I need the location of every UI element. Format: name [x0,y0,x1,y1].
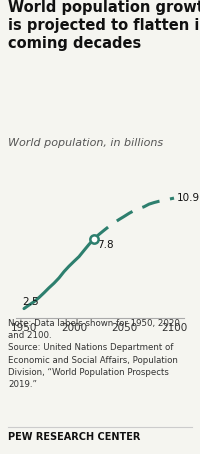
Text: 10.9: 10.9 [177,193,200,203]
Text: World population growth
is projected to flatten in
coming decades: World population growth is projected to … [8,0,200,51]
Text: PEW RESEARCH CENTER: PEW RESEARCH CENTER [8,432,140,442]
Text: World population, in billions: World population, in billions [8,138,163,148]
Text: Note: Data labels shown for 1950, 2020
and 2100.
Source: United Nations Departme: Note: Data labels shown for 1950, 2020 a… [8,319,180,389]
Text: 7.8: 7.8 [97,240,114,250]
Text: 2.5: 2.5 [22,297,39,307]
